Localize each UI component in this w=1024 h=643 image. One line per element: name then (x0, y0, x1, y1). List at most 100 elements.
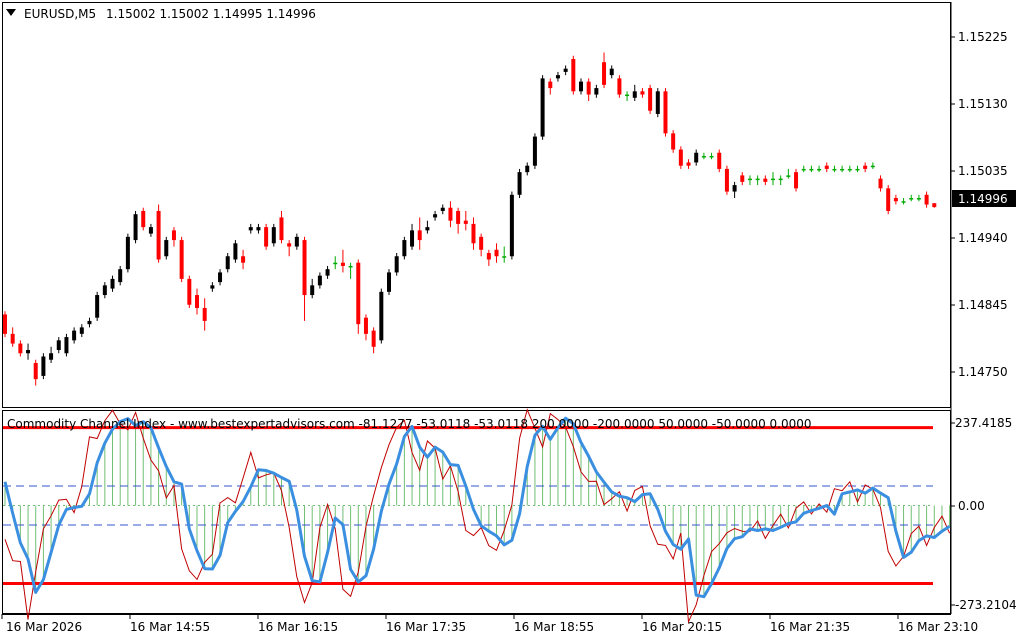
candle-body (909, 198, 914, 200)
cci-panel[interactable] (2, 410, 951, 614)
candle-body (717, 152, 722, 169)
candle-body (901, 201, 906, 203)
cci-tick-label: 237.4185 (955, 416, 1012, 430)
candle-body (156, 210, 161, 260)
time-tick-label: 16 Mar 21:35 (770, 620, 850, 634)
candle-body (417, 230, 422, 241)
candle-body (609, 68, 614, 76)
candle-body (486, 253, 491, 260)
candle-body (786, 175, 791, 177)
time-tick-label: 16 Mar 2026 (6, 620, 82, 634)
candle-body (279, 217, 284, 241)
candle-body (916, 198, 921, 200)
candle-body (41, 356, 46, 376)
candle-body (893, 198, 898, 202)
candle-body (125, 236, 130, 270)
candle-body (886, 188, 891, 211)
candle-body (110, 278, 115, 289)
candle-body (532, 136, 537, 166)
candle-body (379, 291, 384, 341)
candle-body (456, 210, 461, 224)
candle-body (494, 249, 499, 257)
candle-body (248, 227, 253, 231)
candle-body (333, 262, 338, 265)
candle-body (878, 178, 883, 189)
symbol-menu-triangle-icon[interactable] (6, 9, 16, 16)
candle-body (241, 256, 246, 263)
candle-body (594, 88, 599, 95)
candle-body (548, 81, 553, 89)
candle-body (133, 214, 138, 241)
price-panel[interactable] (2, 2, 951, 408)
candle-body (233, 243, 238, 260)
candle-body (801, 168, 806, 171)
candle-body (387, 272, 391, 292)
candle-body (579, 81, 583, 92)
candle-body (648, 88, 653, 111)
candle-body (256, 227, 261, 231)
candle-body (663, 91, 668, 134)
candle-body (287, 243, 292, 247)
candle-body (479, 236, 484, 250)
candle-body (340, 262, 345, 266)
candles-layer (3, 52, 937, 386)
candle-body (264, 227, 269, 247)
candle-body (863, 165, 868, 169)
candle-body (402, 240, 407, 257)
candle-body (102, 285, 107, 296)
candle-body (425, 227, 430, 231)
candle-body (356, 262, 361, 325)
candle-body (517, 172, 522, 195)
candle-body (271, 227, 276, 244)
candle-body (694, 152, 699, 163)
candle-body (49, 353, 54, 360)
candle-body (433, 214, 438, 218)
current-price-box (952, 190, 1016, 207)
candle-body (33, 362, 38, 380)
candle-body (724, 168, 729, 192)
price-tick-label: 1.14845 (958, 298, 1008, 312)
cci-layer (3, 408, 951, 624)
candle-body (195, 295, 199, 308)
candle-body (325, 269, 330, 276)
candle-body (72, 330, 77, 341)
candle-body (410, 230, 415, 247)
cci-tick-label: -273.2104 (955, 598, 1017, 612)
candle-body (732, 185, 737, 192)
candle-body (794, 172, 799, 189)
candle-body (3, 314, 7, 334)
candle-body (502, 256, 507, 258)
candle-body (394, 256, 399, 273)
cci-main-line (3, 416, 951, 599)
candle-body (471, 223, 476, 244)
candle-body (832, 168, 837, 171)
candle-body (187, 278, 192, 305)
candle-body (95, 295, 100, 318)
candle-body (18, 343, 23, 354)
candle-body (701, 155, 706, 158)
candle-body (678, 149, 683, 166)
candle-body (671, 133, 676, 150)
candle-body (363, 317, 368, 334)
symbol-label: EURUSD,M5 (24, 7, 96, 21)
candle-body (440, 207, 445, 211)
candle-body (747, 178, 752, 181)
candle-body (824, 165, 829, 169)
candle-body (509, 194, 514, 257)
time-tick-label: 16 Mar 16:15 (258, 620, 338, 634)
candle-body (686, 162, 691, 166)
candle-body (625, 94, 630, 97)
candle-body (310, 285, 315, 296)
candle-body (755, 178, 760, 181)
candle-body (26, 350, 31, 354)
candle-body (586, 81, 591, 95)
candle-body (540, 78, 545, 137)
axes-layer (1, 36, 955, 619)
candle-body (709, 155, 714, 158)
candle-body (840, 168, 845, 171)
candle-body (179, 240, 184, 279)
candle-body (932, 203, 937, 208)
price-tick-label: 1.14940 (958, 231, 1008, 245)
